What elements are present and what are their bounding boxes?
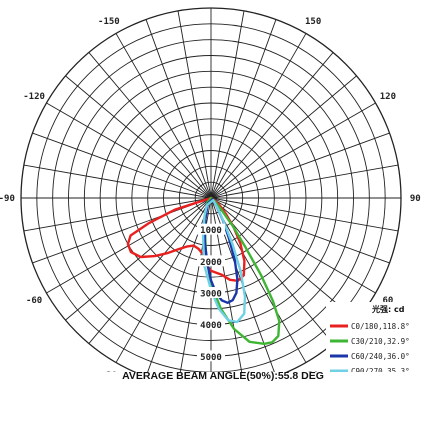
grid-spoke [23,164,212,199]
radial-tick-label: 2000 [200,258,222,268]
grid-spoke [210,75,357,199]
grid-spoke [210,19,277,199]
grid-spoke [210,164,399,199]
radial-label-bg [197,255,225,267]
radial-tick-labels: 1000 2000 3000 4000 5000 [197,223,225,363]
grid-spoke [210,197,376,294]
angle-label: -30 [101,371,117,372]
legend: 光强: cd C0/180,118.8° C30/210,32.9° C60/240,… [326,302,444,372]
legend-unit: 光强: cd [371,304,405,314]
grid-spoke [65,75,212,199]
grid-spoke [210,132,390,199]
grid-spoke [46,102,212,199]
legend-entry: C60/240,36.0° [351,352,410,361]
grid-spoke [115,197,212,363]
grid-spoke [210,197,399,232]
legend-entry: C30/210,32.9° [351,337,410,346]
series-curve-3 [201,199,247,324]
grid-spoke [210,52,334,199]
beam-angle-caption: AVERAGE BEAM ANGLE(50%):55.8 DEG [122,370,324,382]
grid-spoke [115,33,212,199]
legend-bg [326,302,444,372]
grid-spoke [210,197,307,363]
angle-label: 150 [305,17,321,27]
grid-spoke [23,197,212,232]
grid-spoke [210,102,376,199]
radial-label-bg [197,350,225,362]
angle-label: -150 [98,17,120,27]
radial-label-bg [197,287,225,298]
grid-spoke [210,10,245,199]
angle-label: 90 [410,194,421,204]
legend-entry: C0/180,118.8° [351,322,410,331]
grid-spoke [210,197,357,321]
angle-label: 120 [380,92,396,102]
radial-tick-label: 1000 [200,226,222,236]
radial-tick-label: 4000 [200,321,222,331]
radial-tick-label: 5000 [200,353,222,363]
series-curve-0 [126,196,246,282]
grid-spoke [88,197,212,344]
angle-label: -120 [23,92,45,102]
angle-label: 60 [382,296,393,306]
grid-spoke [145,19,212,199]
angle-label: -90 [0,194,15,204]
grid-spoke [88,52,212,199]
grid-spoke [177,10,212,199]
legend-entry: C90/270,35.3° [351,367,410,372]
radial-label-bg [197,223,225,235]
grid-spoke [65,197,212,321]
angle-label: -60 [26,296,42,306]
radial-tick-label: 3000 [200,290,222,300]
radial-label-bg [197,318,225,330]
grid-spoke [210,33,307,199]
angle-label: 30 [308,371,319,372]
grid-spoke [210,197,390,264]
grid-spoke [32,132,212,199]
